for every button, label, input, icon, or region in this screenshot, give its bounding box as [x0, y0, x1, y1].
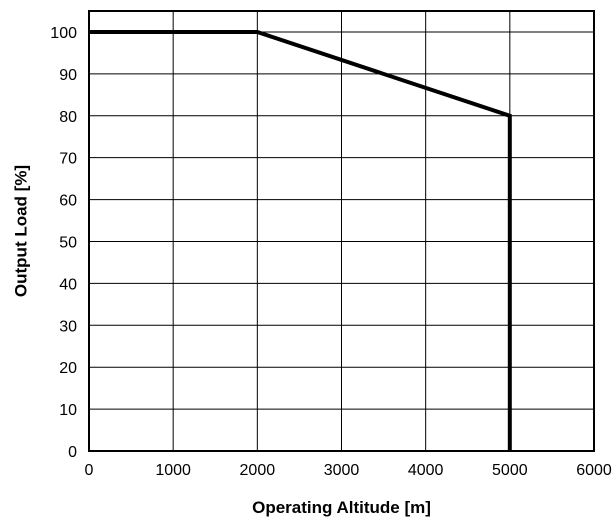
series-layer [89, 30, 512, 451]
y-tick-label: 20 [59, 360, 77, 377]
x-tick-label: 1000 [155, 462, 191, 479]
y-axis-ticks: 0 10 20 30 40 50 60 70 80 90 100 [50, 25, 77, 461]
x-axis-ticks: 0 1000 2000 3000 4000 5000 6000 [85, 462, 612, 479]
y-tick-label: 100 [50, 25, 77, 42]
y-axis-title: Output Load [%] [11, 165, 30, 297]
y-tick-label: 10 [59, 402, 77, 419]
series-line [89, 30, 512, 451]
y-tick-label: 30 [59, 318, 77, 335]
y-tick-label: 80 [59, 109, 77, 126]
x-tick-label: 6000 [576, 462, 612, 479]
y-tick-label: 40 [59, 276, 77, 293]
y-tick-label: 60 [59, 193, 77, 210]
y-tick-label: 70 [59, 151, 77, 168]
x-tick-label: 5000 [492, 462, 528, 479]
x-axis-title: Operating Altitude [m] [252, 498, 431, 517]
x-tick-label: 2000 [240, 462, 276, 479]
y-tick-label: 90 [59, 67, 77, 84]
x-tick-label: 3000 [324, 462, 360, 479]
x-tick-label: 4000 [408, 462, 444, 479]
plot-frame [88, 10, 595, 452]
y-tick-label: 0 [68, 444, 77, 461]
y-tick-label: 50 [59, 234, 77, 251]
x-tick-label: 0 [85, 462, 94, 479]
